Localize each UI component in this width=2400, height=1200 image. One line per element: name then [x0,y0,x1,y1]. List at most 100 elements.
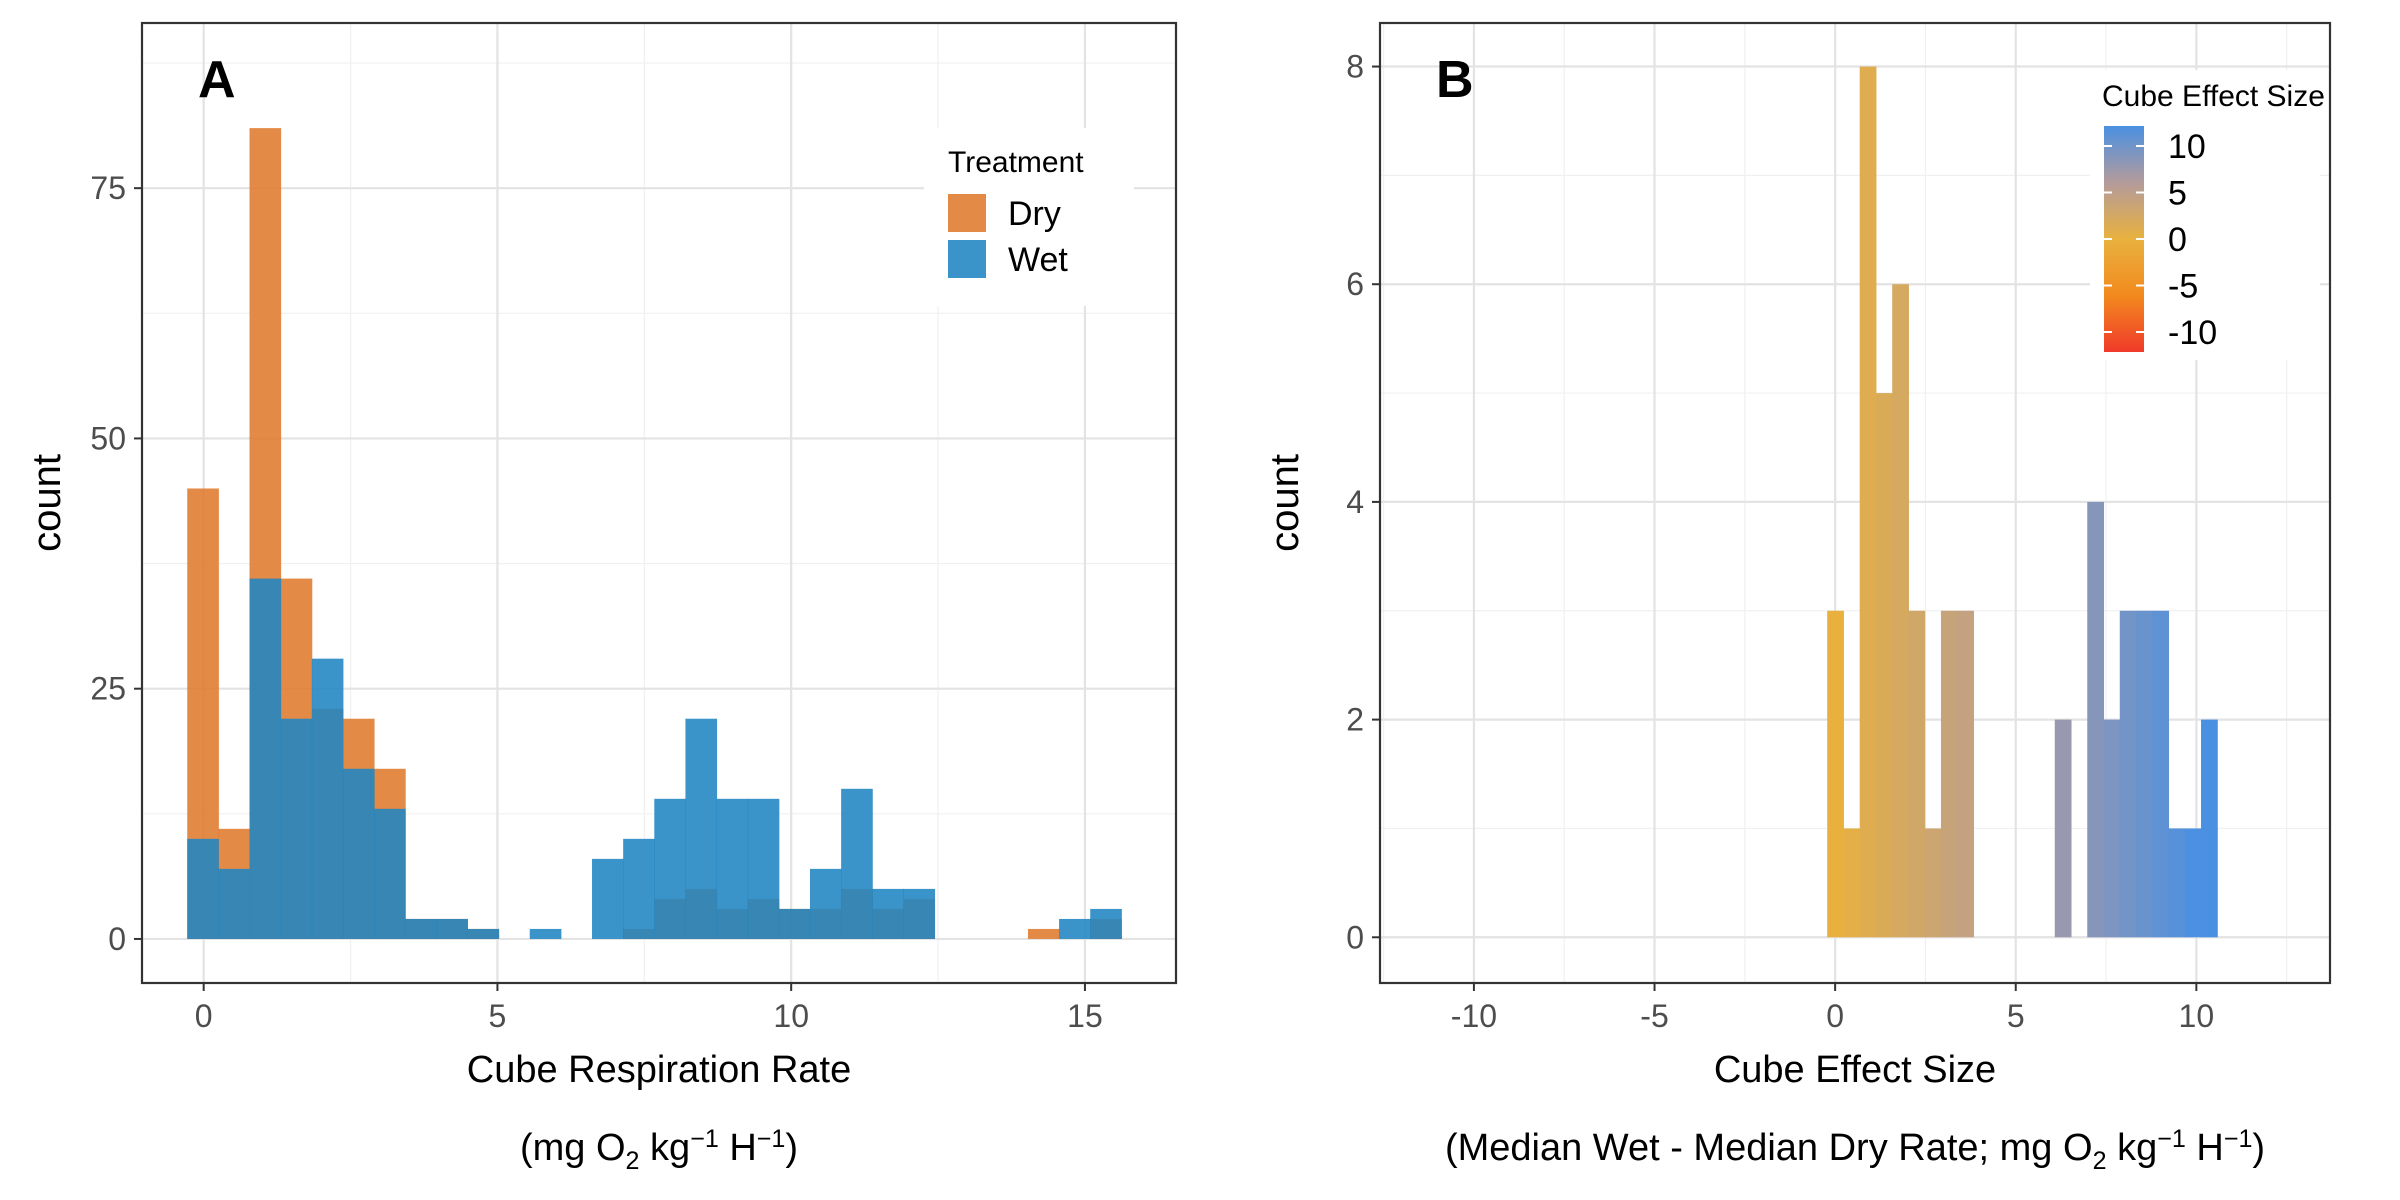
bar-wet [903,888,936,939]
bar-wet [218,868,251,939]
bar-effect-size [2119,610,2137,938]
bar-effect-size [1827,610,1844,938]
y-tick-label: 0 [108,921,126,957]
panel-b: -10 -5 0 5 10 0 2 4 6 8 Cube Effect Size count B Cube… [1263,21,2332,1091]
panel-a: 0 5 10 15 0 25 50 75 Cube Respiration Rate count A… [25,21,1178,1091]
bar-wet [592,858,624,939]
panel-letter: A [198,51,236,109]
bars [187,128,1122,939]
bar-wet [747,798,780,939]
x-axis-title: Cube Effect Size [1714,1049,1996,1091]
bar-effect-size [1843,828,1861,938]
bar-wet [311,658,344,939]
y-tick-label: 50 [90,420,126,456]
bar-effect-size [1892,284,1909,938]
colorbar-label: -5 [2168,268,2198,306]
bar-effect-size [1875,393,1893,938]
x-axis-units: (Median Wet - Median Dry Rate; mg O2 kg−… [1445,1125,2265,1175]
x-tick-label: 5 [489,998,507,1034]
y-axis-title: count [1263,454,1307,552]
bar-effect-size [2054,719,2072,938]
bar-effect-size [2152,610,2170,938]
bar-effect-size [1940,610,1958,938]
legend-colorbar: Cube Effect Size 10 5 0 -5 -10 [2090,70,2325,360]
bar-wet [249,578,282,939]
bar-wet [778,908,811,939]
colorbar-label: 0 [2168,221,2187,259]
bar-wet [436,918,468,939]
bar-effect-size [1859,66,1877,938]
bar-effect-size [2103,719,2121,938]
y-axis-title: count [25,454,69,552]
legend-title: Treatment [948,146,1084,179]
bar-wet [872,888,904,939]
bar-effect-size [1908,610,1926,938]
bar-wet [1090,908,1122,939]
bar-wet [716,798,749,939]
units-suffix: ) [785,1127,798,1169]
y-tick-label: 8 [1346,49,1364,85]
x-tick-label: 10 [2179,998,2215,1034]
bar-effect-size [2087,501,2105,938]
units-sub: 2 [2093,1147,2107,1175]
bar-dry [1027,928,1060,939]
x-tick-label: 10 [773,998,809,1034]
units-mid2: H [719,1127,757,1169]
bar-wet [342,768,375,939]
bar-effect-size [2136,610,2153,938]
y-tick-label: 75 [90,170,126,206]
y-tick-label: 6 [1346,266,1364,302]
panel-border [140,21,1178,985]
legend-swatch-wet [948,240,986,278]
bar-wet [374,808,406,939]
units-mid: kg [639,1127,690,1169]
units-sup2: −1 [2224,1125,2253,1153]
y-tick-label: 2 [1346,702,1364,738]
legend-treatment: Treatment Dry Wet [924,128,1134,306]
colorbar-label: 10 [2168,128,2206,166]
x-tick-label: -10 [1451,998,1497,1034]
x-axis-units: (mg O2 kg−1 H−1) [520,1125,798,1175]
bars [1827,66,2218,938]
units-sup1: −1 [690,1125,719,1153]
legend-label-dry: Dry [1008,195,1061,233]
bar-wet [405,918,437,939]
bar-effect-size [2168,828,2186,938]
bar-wet [809,868,842,939]
x-tick-label: -5 [1640,998,1668,1034]
units-suffix: ) [2252,1127,2265,1169]
legend-label-wet: Wet [1008,241,1068,279]
x-tick-label: 0 [195,998,213,1034]
x-axis-title: Cube Respiration Rate [467,1049,851,1091]
units-prefix: (Median Wet - Median Dry Rate; mg O [1445,1127,2093,1169]
x-tick-label: 15 [1067,998,1103,1034]
bar-wet [654,798,686,939]
panel-border [1378,21,2332,985]
y-tick-label: 4 [1346,484,1364,520]
bar-effect-size [2201,719,2218,938]
units-sup2: −1 [757,1125,786,1153]
units-sup1: −1 [2157,1125,2186,1153]
legend-swatch-dry [948,194,986,232]
bar-effect-size [2184,828,2202,938]
units-sub: 2 [626,1147,640,1175]
bar-wet [841,788,873,939]
y-tick-label: 25 [90,671,126,707]
bar-wet [467,928,500,939]
colorbar-label: 5 [2168,175,2187,213]
x-tick-label: 0 [1826,998,1844,1034]
bar-wet [280,718,313,939]
x-tick-label: 5 [2007,998,2025,1034]
legend-title: Cube Effect Size [2102,80,2325,113]
bar-wet [187,838,219,939]
axis-ticks: -10 -5 0 5 10 0 2 4 6 8 [1346,49,2214,1034]
bar-effect-size [1957,610,1974,938]
y-tick-label: 0 [1346,919,1364,955]
units-mid: kg [2107,1127,2158,1169]
bar-wet [529,928,562,939]
units-prefix: (mg O [520,1127,626,1169]
colorbar-label: -10 [2168,314,2217,352]
bar-wet [1059,918,1091,939]
units-mid2: H [2186,1127,2224,1169]
